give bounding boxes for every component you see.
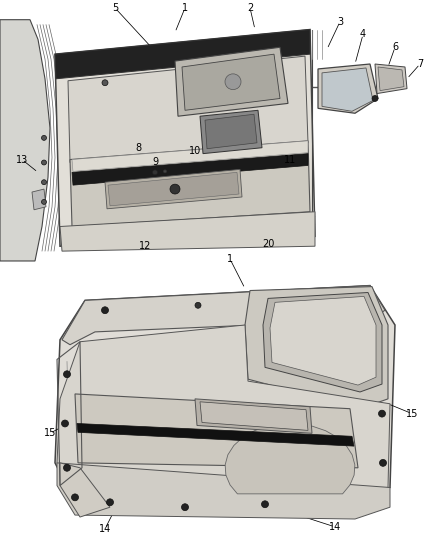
Text: 2: 2 (247, 3, 253, 13)
Text: 20: 20 (262, 239, 274, 249)
Polygon shape (57, 325, 390, 505)
Circle shape (102, 307, 109, 314)
Polygon shape (175, 47, 288, 116)
Polygon shape (72, 141, 308, 172)
Circle shape (61, 420, 68, 427)
Text: 1: 1 (182, 3, 188, 13)
Circle shape (261, 501, 268, 508)
Polygon shape (263, 293, 382, 392)
Polygon shape (70, 141, 310, 227)
Circle shape (42, 180, 46, 184)
Circle shape (372, 95, 378, 101)
Circle shape (163, 170, 166, 173)
Circle shape (42, 135, 46, 140)
Text: 7: 7 (417, 59, 423, 69)
Polygon shape (108, 172, 239, 206)
Polygon shape (225, 424, 355, 494)
Polygon shape (245, 287, 388, 409)
Polygon shape (62, 286, 385, 345)
Polygon shape (0, 20, 50, 261)
Text: 5: 5 (112, 3, 118, 13)
Text: 9: 9 (152, 157, 158, 167)
Circle shape (42, 160, 46, 165)
Circle shape (64, 464, 71, 471)
Circle shape (195, 302, 201, 308)
Text: 10: 10 (189, 146, 201, 156)
Text: 14: 14 (99, 524, 111, 533)
Circle shape (71, 494, 78, 501)
Polygon shape (375, 64, 407, 94)
Polygon shape (68, 56, 308, 163)
Polygon shape (55, 286, 395, 507)
Text: 13: 13 (16, 155, 28, 165)
Polygon shape (318, 64, 378, 113)
Circle shape (106, 499, 113, 506)
Text: 15: 15 (44, 429, 56, 438)
Circle shape (181, 504, 188, 511)
Text: 15: 15 (406, 409, 418, 418)
Polygon shape (378, 67, 404, 91)
Text: 6: 6 (392, 42, 398, 52)
Circle shape (42, 199, 46, 204)
Circle shape (170, 184, 180, 194)
Polygon shape (200, 110, 262, 154)
Text: 12: 12 (139, 241, 151, 251)
Text: 14: 14 (329, 522, 341, 532)
Circle shape (102, 80, 108, 86)
Polygon shape (200, 402, 308, 430)
Circle shape (225, 74, 241, 90)
Polygon shape (60, 463, 110, 517)
Polygon shape (195, 399, 312, 433)
Polygon shape (60, 212, 315, 251)
Polygon shape (32, 189, 46, 210)
Text: 3: 3 (337, 17, 343, 27)
Polygon shape (322, 68, 373, 111)
Polygon shape (77, 424, 354, 446)
Circle shape (379, 459, 386, 466)
Polygon shape (270, 296, 376, 385)
Circle shape (378, 410, 385, 417)
Polygon shape (105, 169, 242, 209)
Polygon shape (55, 29, 310, 79)
Circle shape (64, 371, 71, 378)
Polygon shape (182, 54, 280, 110)
Text: 4: 4 (360, 29, 366, 39)
Polygon shape (205, 114, 257, 149)
Text: 1: 1 (227, 254, 233, 264)
Polygon shape (55, 29, 315, 246)
Polygon shape (72, 154, 308, 185)
Polygon shape (75, 394, 358, 468)
Text: 8: 8 (135, 143, 141, 153)
Text: 11: 11 (284, 155, 296, 165)
Polygon shape (57, 463, 390, 519)
Circle shape (152, 170, 158, 175)
